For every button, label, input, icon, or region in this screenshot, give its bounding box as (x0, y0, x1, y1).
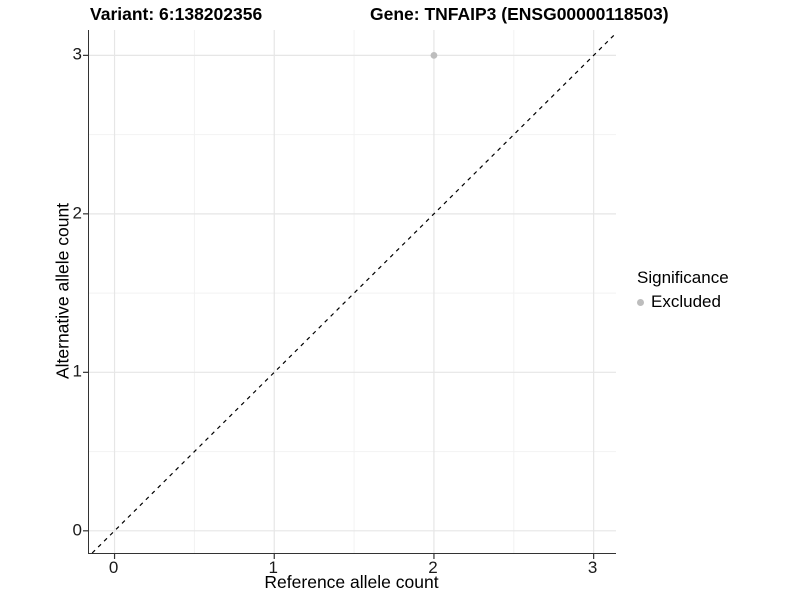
plot-panel (83, 30, 617, 559)
data-point (430, 51, 438, 59)
plot-canvas (83, 30, 617, 559)
excluded-marker-icon (637, 298, 644, 306)
y-tick-label: 2 (72, 203, 82, 223)
legend-title: Significance (637, 268, 729, 287)
legend-item-label: Excluded (651, 292, 721, 311)
identity-line (91, 32, 617, 554)
x-tick-label: 3 (587, 558, 598, 577)
x-tick-label: 0 (108, 558, 119, 577)
x-tick-label: 2 (428, 558, 438, 577)
legend: Significance Excluded (637, 268, 729, 312)
plot-title-variant: Variant: 6:138202356 (90, 4, 263, 24)
y-tick-label: 3 (72, 45, 82, 64)
y-tick-label: 1 (72, 361, 82, 381)
y-tick-label: 0 (72, 520, 82, 540)
plot-title-gene: Gene: TNFAIP3 (ENSG00000118503) (370, 4, 669, 24)
x-tick-label: 1 (268, 558, 278, 577)
x-axis-title: Reference allele count (264, 572, 439, 592)
legend-item-excluded: Excluded (637, 292, 729, 312)
y-axis-title: Alternative allele count (52, 202, 73, 380)
